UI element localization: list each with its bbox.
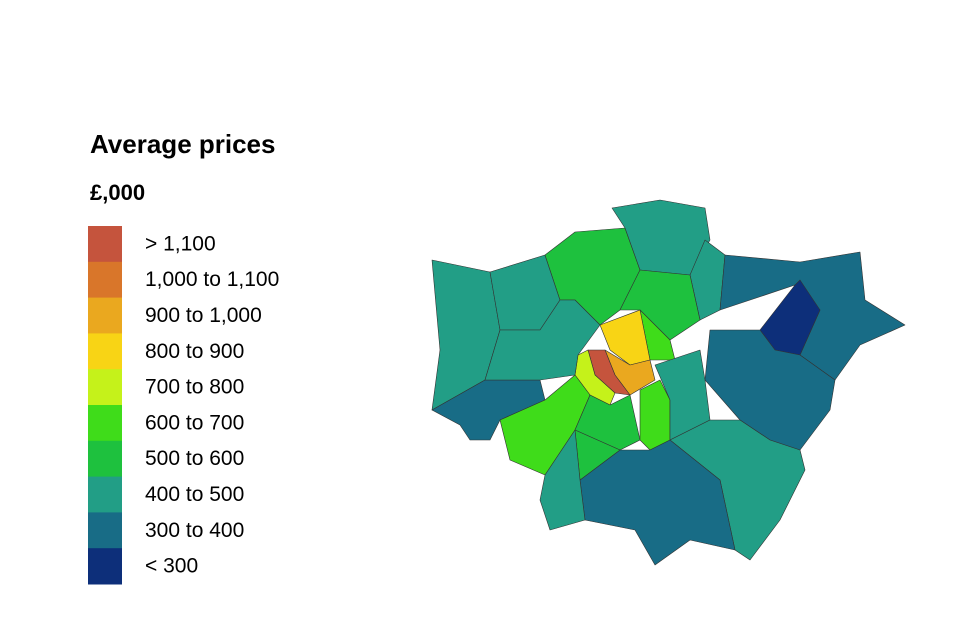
legend-swatch (88, 261, 122, 299)
legend-label: 300 to 400 (145, 519, 244, 542)
legend-label: 1,000 to 1,100 (145, 268, 279, 291)
region (484, 299, 601, 381)
legend-swatch (88, 548, 122, 585)
legend-label: 400 to 500 (145, 483, 244, 506)
legend-label: 900 to 1,000 (145, 304, 262, 327)
legend-label: 700 to 800 (145, 376, 244, 399)
legend-swatch (88, 369, 122, 406)
legend-label: 500 to 600 (145, 447, 244, 470)
legend-swatch (88, 297, 122, 334)
legend-swatch (88, 405, 122, 442)
region (539, 429, 586, 531)
legend-title: Average prices (90, 129, 275, 159)
legend-swatch (88, 333, 122, 370)
legend-swatch (88, 512, 122, 549)
london-map (431, 199, 906, 566)
legend-swatch (88, 440, 122, 478)
region (689, 239, 726, 321)
region (704, 329, 836, 451)
legend-swatch (88, 476, 122, 513)
region (639, 379, 671, 451)
legend-swatch (88, 226, 122, 263)
legend-subtitle: £,000 (90, 180, 145, 205)
legend-label: < 300 (145, 555, 198, 578)
legend-label: 800 to 900 (145, 340, 244, 363)
legend-label: > 1,100 (145, 232, 216, 255)
region (719, 251, 906, 381)
legend-label: 600 to 700 (145, 411, 244, 434)
legend: > 1,100 1,000 to 1,100 900 to 1,000 800 to … (88, 226, 279, 585)
